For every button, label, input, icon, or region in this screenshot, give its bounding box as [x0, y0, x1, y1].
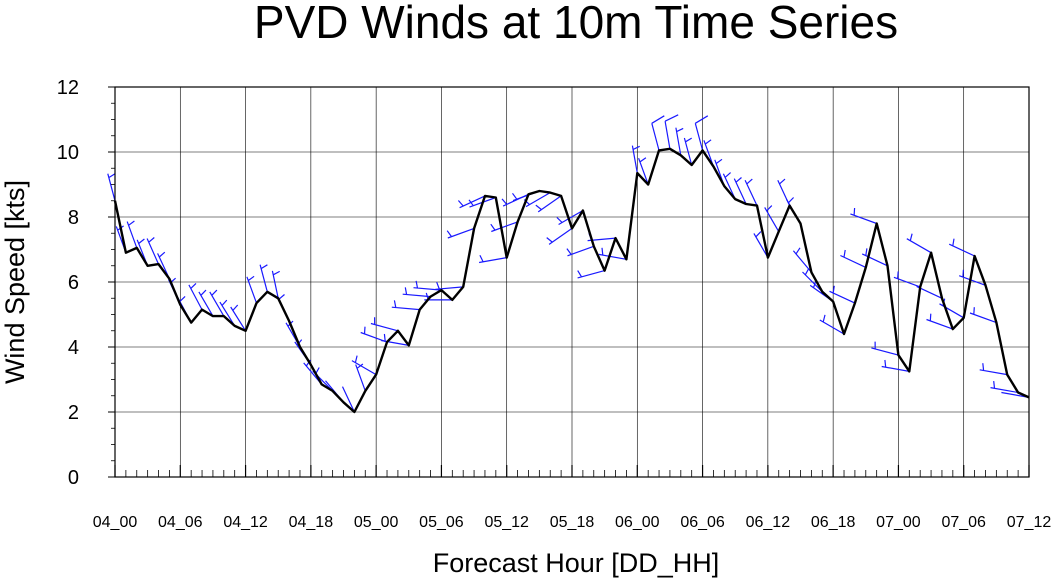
- x-tick-label: 07_00: [876, 514, 921, 531]
- wind-barb: [990, 381, 1019, 394]
- wind-barb: [683, 137, 693, 166]
- wind-barb: [979, 363, 1008, 376]
- x-tick-label: 07_12: [1007, 514, 1052, 531]
- wind-barb: [829, 285, 856, 304]
- wind-barb: [969, 307, 997, 324]
- wind-speed-line: [113, 147, 1030, 414]
- wind-barb: [312, 367, 334, 392]
- x-tick-label: 06_06: [680, 514, 725, 531]
- x-tick-label: 05_00: [354, 514, 399, 531]
- wind-barb: [733, 177, 747, 205]
- grid: [115, 87, 1029, 477]
- x-tick-label: 04_18: [289, 514, 334, 531]
- wind-barb: [556, 209, 584, 226]
- axis-ticks: 0 2 4 6 8 10 12 04_00 04_06 04_12 04_18 05_00 05_06 0…: [57, 77, 1052, 531]
- wind-barb: [126, 220, 138, 249]
- y-tick-label: 12: [57, 77, 79, 99]
- wind-barb: [188, 282, 203, 310]
- y-tick-label: 2: [68, 402, 79, 424]
- wind-barb: [209, 289, 225, 317]
- wind-speed-series: [113, 147, 1030, 414]
- x-tick-label: 06_18: [811, 514, 856, 531]
- wind-barb: [259, 264, 268, 292]
- wind-barb: [861, 248, 888, 267]
- wind-barb: [871, 341, 899, 356]
- y-tick-label: 8: [68, 207, 79, 229]
- wind-barb: [694, 115, 709, 151]
- wind-barbs: [107, 114, 1030, 413]
- wind-barb: [146, 237, 160, 265]
- wind-barb: [246, 275, 258, 304]
- wind-barb: [566, 245, 595, 257]
- wind-barb: [351, 355, 377, 376]
- wind-barb: [107, 173, 116, 201]
- wind-barb: [435, 281, 464, 290]
- wind-barb: [958, 269, 986, 286]
- x-tick-label: 04_12: [223, 514, 268, 531]
- wind-barb: [355, 363, 366, 392]
- wind-barb: [722, 172, 736, 200]
- wind-barb: [546, 227, 573, 245]
- wind-barb: [341, 386, 355, 413]
- x-tick-label: 05_06: [419, 514, 464, 531]
- wind-barb: [198, 289, 214, 317]
- y-tick-label: 6: [68, 272, 79, 294]
- wind-barb: [230, 304, 247, 332]
- x-tick-label: 07_06: [941, 514, 986, 531]
- wind-barb: [764, 205, 780, 232]
- x-tick-label: 04_00: [93, 514, 138, 531]
- wind-barb: [370, 317, 399, 332]
- wind-barb: [490, 221, 518, 233]
- wind-barb: [577, 270, 605, 279]
- wind-barb: [664, 114, 679, 149]
- x-tick-label: 06_00: [615, 514, 660, 531]
- wind-barb: [631, 145, 640, 174]
- wind-barb: [926, 313, 954, 330]
- wind-barb: [893, 271, 921, 288]
- wind-barb: [802, 268, 823, 293]
- wind-barb: [478, 254, 507, 264]
- wind-barb: [744, 178, 758, 206]
- wind-barb: [402, 287, 431, 298]
- wind-barb: [391, 300, 420, 311]
- y-tick-label: 10: [57, 142, 79, 164]
- wind-barb: [850, 207, 877, 225]
- chart-title: PVD Winds at 10m Time Series: [254, 0, 898, 48]
- wind-barb: [457, 195, 486, 209]
- y-axis-label: Wind Speed [kts]: [0, 180, 30, 384]
- y-tick-label: 0: [68, 467, 79, 489]
- wind-barb: [598, 247, 627, 260]
- wind-barb: [219, 299, 236, 327]
- wind-barb: [753, 231, 769, 258]
- x-tick-label: 06_12: [746, 514, 791, 531]
- wind-barb: [675, 127, 684, 156]
- wind-barb: [446, 227, 475, 239]
- wind-barb: [360, 326, 388, 343]
- wind-barb: [840, 249, 867, 268]
- y-tick-label: 4: [68, 337, 79, 359]
- wind-barb: [271, 270, 280, 299]
- wind-barb: [881, 359, 910, 372]
- x-tick-label: 04_06: [158, 514, 203, 531]
- wind-barb: [638, 157, 649, 185]
- x-axis-label: Forecast Hour [DD_HH]: [433, 548, 720, 578]
- x-tick-label: 05_12: [484, 514, 529, 531]
- wind-barb: [948, 238, 975, 257]
- wind-barb: [535, 195, 562, 213]
- x-tick-label: 05_18: [550, 514, 595, 531]
- wind-barb: [381, 333, 409, 346]
- wind-barb: [819, 314, 845, 335]
- wind-barb: [906, 233, 932, 254]
- wind-barb: [651, 115, 665, 151]
